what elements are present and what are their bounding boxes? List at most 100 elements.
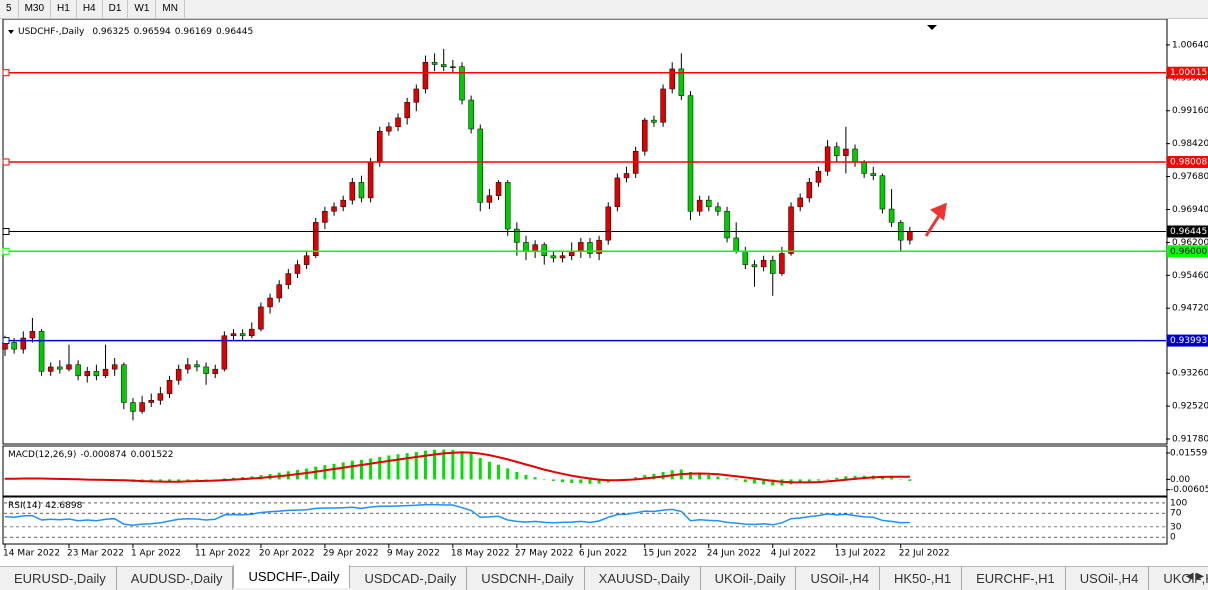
chart-tab[interactable]: USOil-,H4 [1066,567,1150,590]
x-tick-label: 20 Apr 2022 [259,549,315,559]
candle-body-up [486,195,493,203]
menu-marker [8,30,14,34]
x-tick-label: 27 May 2022 [515,549,574,559]
candle-body-down [130,402,136,412]
x-tick-label: 22 Jul 2022 [899,549,950,559]
chart-tab[interactable]: EURUSD-,Daily [0,567,117,590]
candle-body-up [84,371,91,377]
candle-body-up [806,182,813,199]
candle-body-down [733,237,739,252]
candle-body-down [239,333,246,337]
macd-bar [405,453,409,480]
candle-body-up [175,368,182,381]
macd-bar [890,477,894,480]
y-tick-label: 0.91780 [1172,434,1208,444]
level-label: 0.93993 [1170,336,1207,346]
candle-body-up [386,126,392,132]
rsi-tick-label: 30 [1170,522,1182,532]
candle-body-up [815,170,822,183]
candle-body-up [578,242,584,252]
y-tick-label: 0.97680 [1172,172,1208,182]
candle-body-down [504,182,511,230]
candle-body-up [185,364,191,370]
x-tick-label: 11 Apr 2022 [195,549,251,559]
chart-tab[interactable]: USDCAD-,Daily [350,567,468,590]
timeframe-button[interactable]: W1 [128,0,157,18]
chart-tab[interactable]: UKOil-,H4 [1149,567,1208,590]
timeframe-button[interactable]: D1 [103,0,129,18]
candle-body-down [879,175,886,210]
chart-tab[interactable]: USDCNH-,Daily [467,567,585,590]
ohlc-value: 0.96169 [175,27,212,37]
timeframe-button[interactable]: M30 [19,0,52,18]
macd-frame [2,445,1168,497]
macd-bar [442,449,446,480]
timeframe-button[interactable]: H1 [51,0,77,18]
candle-body-down [203,366,209,374]
candle-body-down [468,99,474,130]
x-tick-label: 23 Mar 2022 [67,549,124,559]
candle-body-up [148,400,154,403]
candle-body-up [285,273,292,285]
x-tick-label: 24 Jun 2022 [707,549,761,559]
y-tick-label: 0.94720 [1172,304,1208,314]
candle-body-down [770,259,776,274]
candle-body-down [724,211,730,239]
chart-tabs: EURUSD-,Daily AUDUSD-,Daily USDCHF-,Daily U… [0,565,1208,590]
chart-tab[interactable]: EURCHF-,H1 [962,567,1066,590]
macd-bar [204,479,208,480]
y-tick-label: 1.00640 [1172,40,1208,50]
candle-body-up [395,117,401,128]
macd-bar [716,476,720,480]
chart-tab[interactable]: HK50-,H1 [880,567,963,590]
macd-bar [460,451,464,480]
level-label: 1.00015 [1170,68,1207,78]
candle-body-up [779,253,785,274]
timeframe-button[interactable]: MN [156,0,185,18]
candle-body-up [166,380,173,394]
timeframe-button[interactable]: H4 [77,0,103,18]
candle-body-up [221,335,228,370]
chart-tab[interactable]: AUDUSD-,Daily [117,567,234,590]
macd-bar [369,458,373,480]
macd-header: MACD(12,26,9) -0.000874 0.001522 [8,450,174,460]
candle-body-down [687,95,694,212]
chart-tab[interactable]: USOil-,H4 [796,567,880,590]
macd-bar [835,477,839,480]
y-tick-label: 0.96200 [1172,238,1208,248]
macd-bar [762,479,766,485]
macd-bar [707,474,711,480]
candle-body-down [833,146,840,156]
candle-body-down [514,228,520,243]
candle-body-down [706,199,712,208]
chart-tab[interactable]: XAUUSD-,Daily [585,567,701,590]
macd-bar [826,478,830,480]
macd-bar [734,479,738,481]
macd-bar [542,479,546,480]
candle-body-up [212,368,218,374]
candle-body-down [93,371,100,377]
macd-bar [798,479,802,484]
candle-body-down [75,364,81,377]
timeframe-button[interactable]: 5 [0,0,19,18]
chart: USDCHF-,Daily 0.96325 0.96594 0.96169 0.9644… [2,18,1208,559]
candle-body-up [303,255,310,265]
chart-tab[interactable]: UKOil-,Daily [701,567,797,590]
tab-scroll[interactable]: ◀ ▶ [1185,571,1204,582]
macd-bar [378,456,382,480]
candle-body-down [38,331,45,372]
candle-body-up [450,66,456,68]
candle-body-down [852,148,858,163]
trend-arrow [924,202,947,237]
macd-bar [350,460,354,480]
macd-bar [433,449,437,480]
y-tick-label: 0.99160 [1172,106,1208,116]
level-label: 0.98008 [1170,157,1207,167]
chart-tab[interactable]: USDCHF-,Daily [233,565,351,588]
macd-bar [314,466,318,480]
candle-body-up [559,255,566,259]
candle-body-up [258,306,264,330]
candle-body-up [139,402,145,412]
rsi-header: RSI(14) 42.6898 [8,501,83,511]
macd-bar [689,471,692,480]
